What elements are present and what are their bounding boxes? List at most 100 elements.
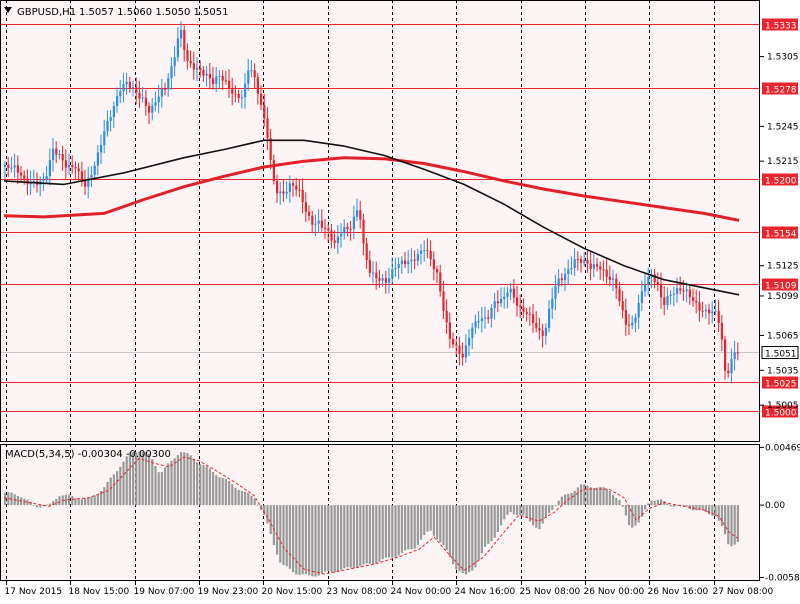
macd-bar — [132, 452, 135, 506]
candle-body-bear — [349, 229, 352, 231]
macd-bar — [448, 505, 451, 558]
macd-bar — [666, 503, 669, 506]
macd-bar — [503, 505, 506, 520]
time-tick-label: 18 Nov 15:00 — [69, 587, 130, 597]
candle-body-bear — [720, 322, 723, 340]
candle-body-bear — [199, 67, 202, 71]
macd-bar — [615, 497, 618, 506]
macd-bar — [397, 505, 400, 556]
macd-bar — [320, 505, 323, 574]
candle-body-bull — [490, 308, 493, 319]
candle-body-bear — [144, 97, 147, 106]
macd-bar — [196, 462, 199, 506]
candle-body-bear — [20, 172, 23, 176]
candle-body-bear — [276, 180, 279, 194]
macd-bar — [452, 505, 455, 565]
candle-body-bear — [135, 87, 138, 93]
candle-body-bear — [580, 259, 583, 263]
macd-bar — [644, 505, 647, 510]
macd-bar — [32, 505, 35, 506]
macd-bar — [295, 505, 298, 575]
macd-bar — [148, 453, 151, 506]
macd-bar — [487, 505, 490, 544]
candle-body-bear — [164, 88, 167, 90]
triangle-down-icon[interactable] — [4, 7, 12, 13]
macd-bar — [698, 505, 701, 511]
candle-body-bear — [455, 344, 458, 346]
candle-body-bear — [589, 263, 592, 269]
candle-body-bull — [634, 317, 637, 323]
macd-bar — [496, 505, 499, 532]
candle-body-bull — [119, 91, 122, 97]
candle-body-bull — [583, 259, 586, 263]
macd-bar — [701, 505, 704, 511]
candle-body-bear — [448, 322, 451, 339]
price-tick-label: 1.5065 — [767, 331, 799, 341]
candle-body-bear — [429, 251, 432, 260]
candle-body-bull — [400, 260, 403, 265]
level-label: 1.5278 — [765, 86, 797, 96]
macd-bar — [618, 500, 621, 506]
macd-bar — [176, 455, 179, 506]
candle-body-bear — [605, 269, 608, 277]
macd-bar — [340, 505, 343, 571]
macd-bar — [122, 461, 125, 506]
candle-body-bull — [464, 345, 467, 358]
macd-bar — [311, 505, 314, 577]
candle-body-bull — [493, 301, 496, 309]
macd-bar — [218, 477, 221, 506]
macd-bar — [634, 505, 637, 526]
macd-bar — [528, 505, 531, 522]
candle-body-bear — [298, 189, 301, 191]
candle-body-bear — [442, 291, 445, 311]
macd-bar — [231, 484, 234, 506]
macd-bar — [266, 505, 269, 524]
candle-body-bull — [391, 269, 394, 279]
macd-bar — [327, 505, 330, 572]
candle-body-bear — [55, 148, 58, 155]
macd-bar — [439, 505, 442, 543]
macd-bar — [74, 498, 77, 506]
candle-body-bear — [26, 178, 29, 185]
candle-body-bear — [256, 77, 259, 95]
macd-bar — [170, 460, 173, 506]
candle-body-bear — [71, 164, 74, 168]
macd-bar — [48, 503, 51, 506]
macd-bar — [272, 505, 275, 546]
candle-body-bear — [698, 302, 701, 311]
macd-bar — [720, 505, 723, 527]
macd-bar — [144, 452, 147, 506]
candle-body-bear — [599, 266, 602, 270]
macd-bar — [480, 505, 483, 554]
time-tick-label: 24 Nov 00:00 — [391, 587, 452, 597]
macd-bar — [672, 505, 675, 507]
candle-body-bear — [708, 309, 711, 314]
candle-body-bear — [436, 269, 439, 273]
candle-body-bull — [714, 310, 717, 312]
candle-body-bear — [426, 250, 429, 252]
candle-body-bull — [167, 78, 170, 90]
ma-slow-line — [3, 156, 740, 222]
macd-bar — [324, 505, 327, 572]
candle-body-bull — [685, 289, 688, 291]
time-tick-label: 26 Nov 00:00 — [584, 587, 645, 597]
candle-body-bull — [730, 359, 733, 374]
candle-body-bull — [468, 337, 471, 346]
macd-bar — [458, 505, 461, 572]
price-pane-background — [0, 0, 760, 441]
candle-body-bear — [532, 314, 535, 323]
macd-bar — [576, 487, 579, 506]
macd-bar — [96, 493, 99, 506]
candle-body-bull — [381, 278, 384, 281]
candle-body-bull — [551, 298, 554, 309]
macd-bar — [410, 505, 413, 550]
macd-bar — [464, 505, 467, 575]
macd-bar — [474, 505, 477, 568]
macd-bar — [468, 505, 471, 573]
macd-bar — [708, 505, 711, 515]
macd-bar — [167, 463, 170, 506]
macd-bar — [557, 500, 560, 506]
candle-body-bear — [327, 228, 330, 231]
macd-bar — [516, 505, 519, 516]
